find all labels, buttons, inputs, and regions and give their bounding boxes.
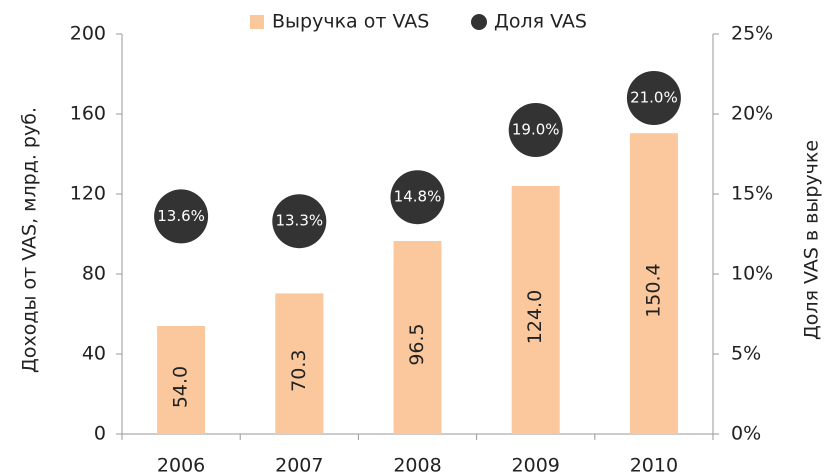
y-tick-label: 120 xyxy=(70,183,106,205)
share-marker xyxy=(508,103,563,157)
x-tick-label: 2006 xyxy=(157,455,205,476)
bar-value-label: 96.5 xyxy=(406,323,428,365)
share-marker xyxy=(154,189,209,244)
bar-value-label: 54.0 xyxy=(170,366,192,408)
bar xyxy=(511,186,560,434)
x-tick-label: 2010 xyxy=(630,455,678,476)
x-tick-label: 2007 xyxy=(275,455,323,476)
legend-label: Выручка от VAS xyxy=(272,11,429,33)
y2-tick-label: 25% xyxy=(731,23,773,45)
share-marker xyxy=(272,194,327,249)
y-tick-label: 80 xyxy=(82,263,106,285)
share-marker xyxy=(390,170,445,225)
y2-tick-label: 5% xyxy=(731,343,761,365)
bar xyxy=(275,293,324,434)
bar-value-label: 124.0 xyxy=(524,290,546,344)
share-value-label: 21.0% xyxy=(630,89,678,107)
share-value-label: 14.8% xyxy=(394,188,442,206)
bar xyxy=(393,241,442,434)
y2-tick-label: 0% xyxy=(731,423,761,445)
share-value-label: 19.0% xyxy=(512,121,560,139)
legend-label: Доля VAS xyxy=(494,11,587,33)
y2-tick-label: 15% xyxy=(731,183,773,205)
y2-tick-label: 20% xyxy=(731,103,773,125)
legend-marker xyxy=(250,15,264,29)
share-value-label: 13.3% xyxy=(275,212,323,230)
legend-marker xyxy=(471,14,487,30)
y-tick-label: 160 xyxy=(70,103,106,125)
share-marker xyxy=(626,71,681,125)
y-axis-label: Доходы от VAS, млрд. руб. xyxy=(19,107,41,373)
y2-axis-label: Доля VAS в выручке xyxy=(801,140,823,340)
bar-value-label: 150.4 xyxy=(642,263,664,317)
y2-tick-label: 10% xyxy=(731,263,773,285)
x-tick-label: 2008 xyxy=(393,455,441,476)
bar xyxy=(629,133,678,434)
y-tick-label: 200 xyxy=(70,23,106,45)
share-value-label: 13.6% xyxy=(157,207,205,225)
y-tick-label: 40 xyxy=(82,343,106,365)
bar-value-label: 70.3 xyxy=(288,350,310,392)
y-tick-label: 0 xyxy=(94,423,106,445)
bar xyxy=(157,326,206,434)
x-tick-label: 2009 xyxy=(512,455,560,476)
